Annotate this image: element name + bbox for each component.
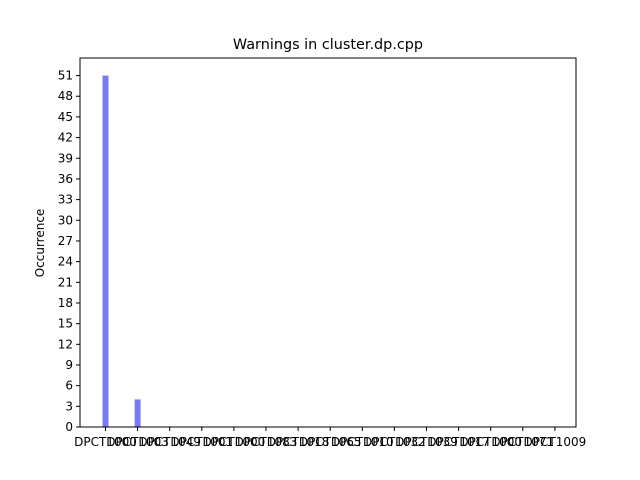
y-tick-label-1: 3: [65, 399, 73, 413]
chart-title: Warnings in cluster.dp.cpp: [233, 37, 423, 53]
x-tick-label-7: DPCT1065: [299, 435, 362, 449]
y-tick-label-3: 9: [65, 358, 73, 372]
y-tick-label-15: 45: [58, 110, 73, 124]
x-tick-label-9: DPCT1032: [363, 435, 426, 449]
y-tick-label-0: 0: [65, 420, 73, 434]
bars-group: [102, 75, 141, 428]
y-tick-label-6: 18: [58, 296, 73, 310]
plot-frame: [79, 57, 577, 428]
y-tick-label-4: 12: [58, 337, 73, 351]
y-axis-label: Occurrence: [33, 209, 47, 278]
x-tick-label-12: DPCT1000: [459, 435, 522, 449]
x-tick-label-0: DPCT1000: [74, 435, 137, 449]
x-tick-label-11: DPCT1017: [427, 435, 490, 449]
bar-0: [102, 75, 109, 428]
y-tick-label-10: 30: [58, 213, 73, 227]
y-tick-label-2: 6: [65, 379, 73, 393]
x-axis: DPCT1000DPCT1003DPCT1049DPCT1001DPCT1000…: [74, 427, 586, 449]
y-tick-label-12: 36: [58, 172, 73, 186]
y-tick-label-11: 33: [58, 193, 73, 207]
x-tick-label-4: DPCT1000: [203, 435, 266, 449]
x-tick-label-3: DPCT1001: [170, 435, 233, 449]
x-tick-label-10: DPCT1039: [395, 435, 458, 449]
x-tick-label-2: DPCT1049: [138, 435, 201, 449]
y-tick-label-5: 15: [58, 317, 73, 331]
x-tick-label-1: DPCT1003: [106, 435, 169, 449]
y-tick-label-16: 48: [58, 89, 73, 103]
x-tick-label-5: DPCT1083: [235, 435, 298, 449]
x-tick-label-8: DPCT1010: [331, 435, 394, 449]
y-tick-label-7: 21: [58, 275, 73, 289]
x-tick-label-13: DPCT1071: [491, 435, 554, 449]
y-tick-label-17: 51: [58, 69, 73, 83]
y-tick-label-14: 42: [58, 131, 73, 145]
x-tick-label-6: DPCT1018: [267, 435, 330, 449]
y-tick-label-8: 24: [58, 255, 73, 269]
y-tick-label-9: 27: [58, 234, 73, 248]
bar-1: [134, 399, 141, 427]
x-tick-label-14: DPCT1009: [524, 435, 587, 449]
y-tick-label-13: 39: [58, 151, 73, 165]
